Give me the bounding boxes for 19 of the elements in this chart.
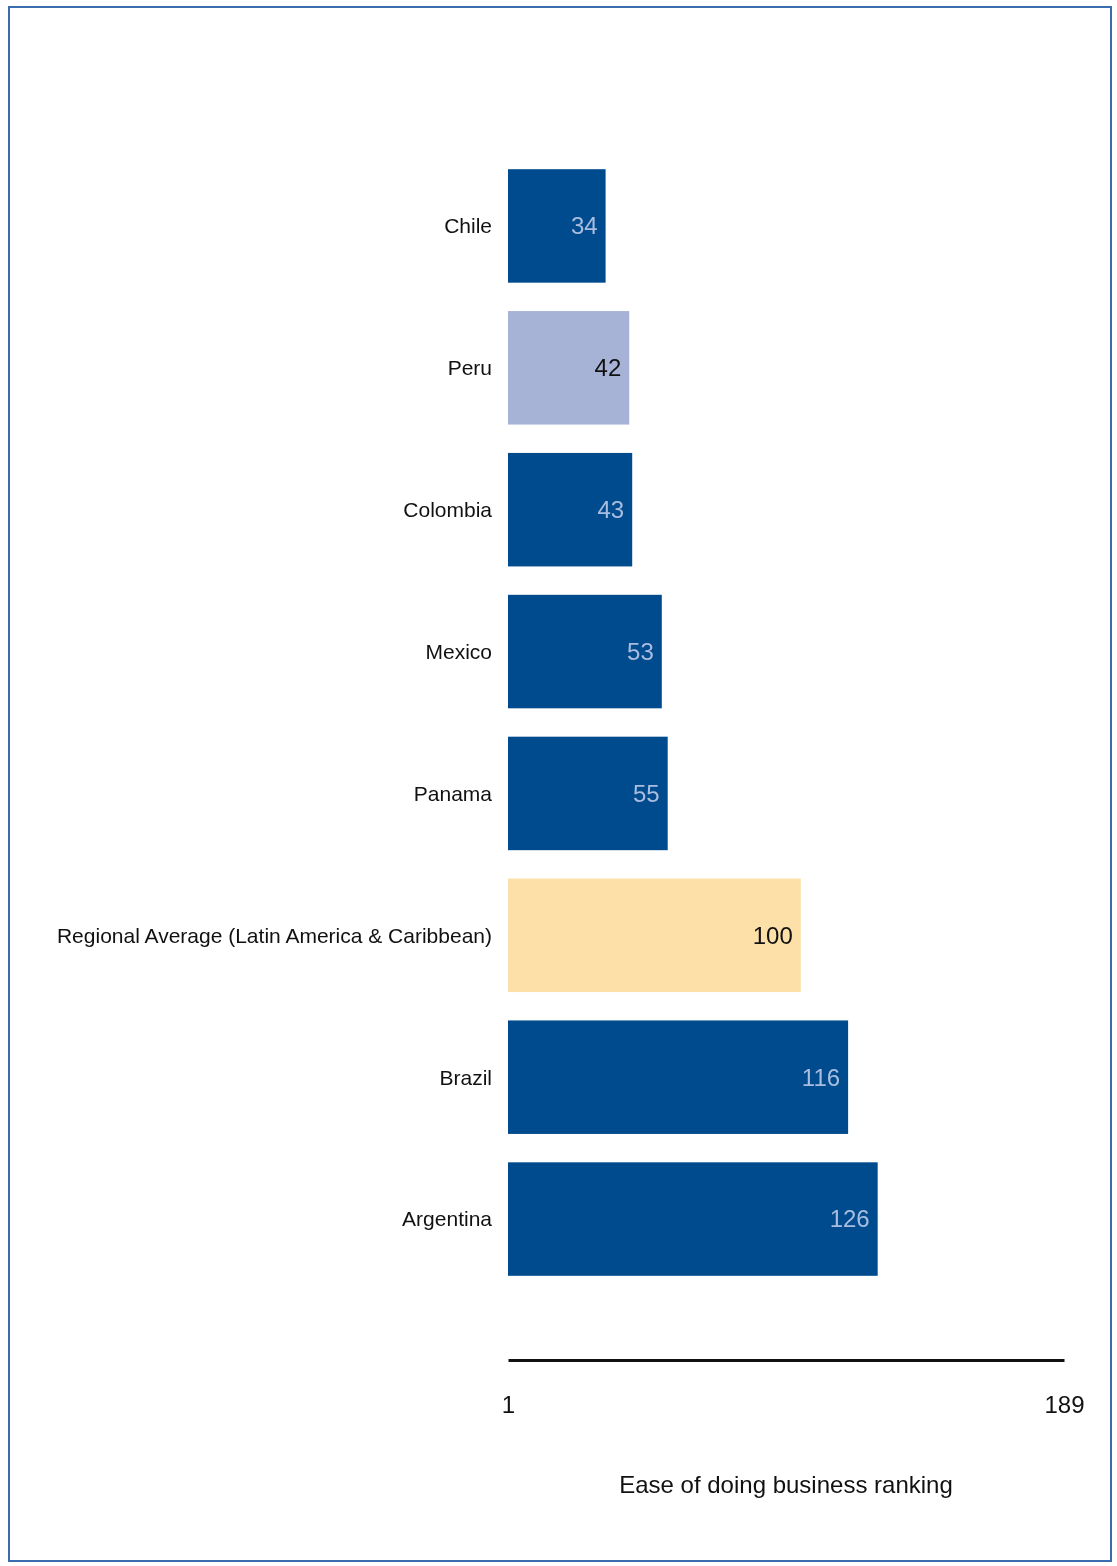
y-tick-label: Mexico [425, 639, 492, 663]
y-tick-label: Panama [413, 781, 493, 805]
data-label: 43 [597, 496, 625, 524]
y-tick-label: Chile [444, 214, 492, 238]
y-tick-label: Regional Average (Latin America & Caribbean) [56, 923, 492, 947]
x-tick-label: 1 [501, 1391, 516, 1419]
y-tick-label: Brazil [439, 1065, 492, 1089]
data-label: 100 [752, 921, 793, 949]
y-tick-label: Argentina [402, 1207, 493, 1231]
y-tick-label: Colombia [403, 498, 493, 522]
data-label: 116 [801, 1063, 841, 1091]
x-tick-label: 189 [1044, 1391, 1085, 1419]
data-label: 42 [594, 354, 622, 382]
x-axis-title: Ease of doing business ranking [619, 1471, 953, 1498]
y-tick-label: Peru [447, 356, 492, 380]
data-label: 34 [570, 212, 598, 240]
data-label: 53 [627, 637, 654, 665]
data-label: 55 [633, 779, 660, 807]
data-label: 126 [829, 1205, 870, 1233]
